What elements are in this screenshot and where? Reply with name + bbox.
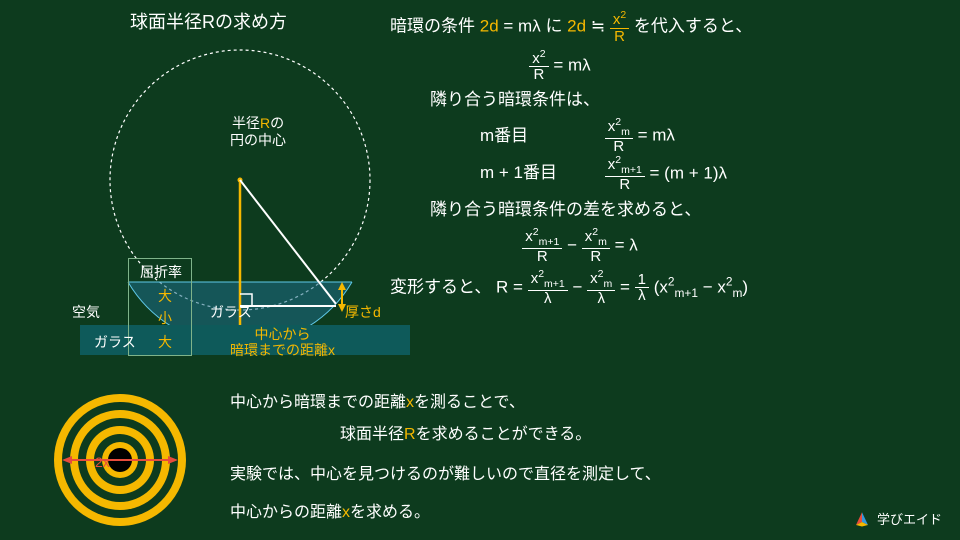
center-label: 半径Rの 円の中心 (230, 115, 286, 149)
logo-icon (853, 510, 871, 528)
newton-rings (50, 390, 190, 530)
bottom-line-3: 実験では、中心を見つけるのが難しいので直径を測定して、 (230, 460, 930, 490)
glass-slab-label: ガラス (94, 332, 136, 352)
bottom-line-1: 中心から暗環までの距離xを測ることで、 (230, 388, 930, 418)
distance-x-label: 中心から 暗環までの距離x (230, 326, 335, 358)
air-label: 空気 (72, 302, 100, 322)
brand-logo: 学びエイド (853, 509, 942, 528)
equations: 暗環の条件 2d = mλ に 2d ≒ x2R を代入すると、 x2R = m… (390, 10, 950, 311)
bottom-line-2: 球面半径Rを求めることができる。 (340, 420, 960, 450)
n-big-top: 大 (158, 286, 172, 306)
thickness-d-label: 厚さd (345, 302, 381, 322)
n-small: 小 (158, 308, 172, 328)
n-big-bottom: 大 (158, 332, 172, 352)
refraction-label: 屈折率 (140, 262, 182, 282)
glass-lens-label: ガラス (210, 302, 252, 322)
geometry-diagram: 半径Rの 円の中心 屈折率 大 小 大 空気 ガラス ガラス 厚さd 中心から … (40, 30, 400, 400)
bottom-line-4: 中心からの距離xを求める。 (230, 498, 930, 528)
rings-2x-label: 2x (95, 454, 110, 470)
